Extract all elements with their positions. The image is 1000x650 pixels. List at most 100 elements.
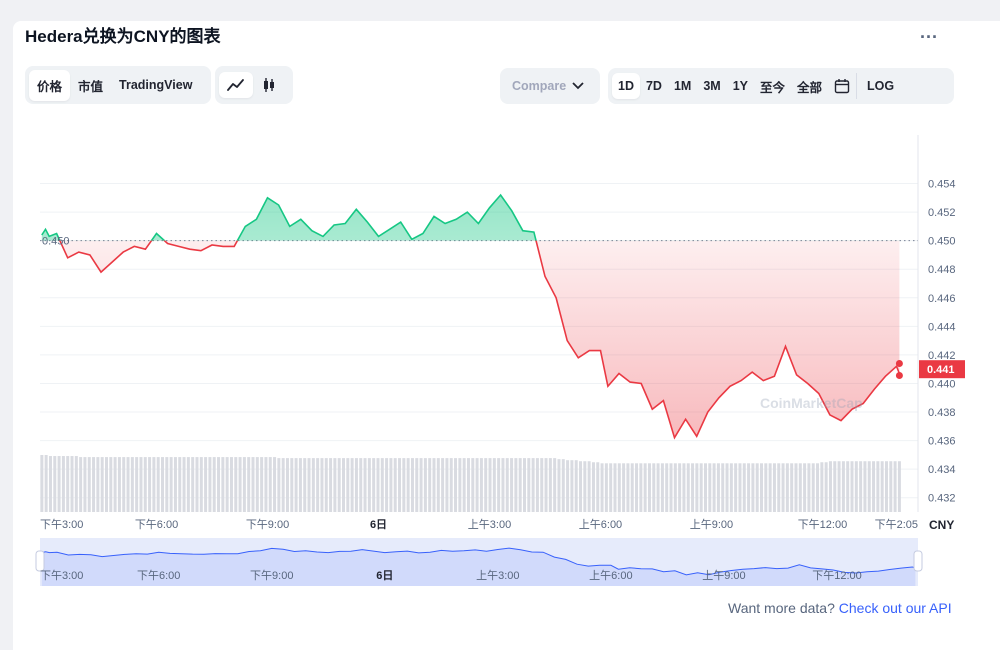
x-tick-label: 6日 xyxy=(370,518,387,531)
volume-bar xyxy=(643,463,647,512)
volume-bar xyxy=(191,457,195,512)
volume-bar xyxy=(135,457,139,512)
volume-bar xyxy=(113,457,117,512)
more-options-button[interactable]: ... xyxy=(920,22,939,42)
tab-price[interactable]: 价格 xyxy=(29,69,71,101)
volume-bar xyxy=(790,463,794,512)
volume-bar xyxy=(143,457,147,512)
volume-bar xyxy=(846,461,850,512)
volume-bar xyxy=(725,463,729,512)
volume-bar xyxy=(398,458,402,512)
navigator-tick-label: 上午6:00 xyxy=(589,569,632,582)
volume-bar xyxy=(488,458,492,512)
volume-bar xyxy=(329,458,333,512)
volume-bar xyxy=(130,457,134,512)
volume-bar xyxy=(859,461,863,512)
volume-bar xyxy=(234,457,238,512)
y-tick-label: 0.436 xyxy=(928,436,956,448)
candlestick-icon[interactable] xyxy=(253,71,285,99)
volume-bar xyxy=(53,456,57,512)
volume-bar xyxy=(669,463,673,512)
volume-bar xyxy=(518,458,522,512)
y-tick-label: 0.452 xyxy=(928,207,956,219)
volume-bar xyxy=(117,457,121,512)
volume-bar xyxy=(764,463,768,512)
calendar-icon[interactable] xyxy=(828,72,856,100)
compare-dropdown[interactable]: Compare xyxy=(500,68,600,104)
volume-bar xyxy=(742,463,746,512)
volume-bar xyxy=(828,461,832,512)
volume-bar xyxy=(204,457,208,512)
volume-bar xyxy=(475,458,479,512)
volume-bar xyxy=(734,463,738,512)
y-tick-label: 0.440 xyxy=(928,378,956,390)
line-chart-icon[interactable] xyxy=(219,72,253,98)
volume-bar xyxy=(876,461,880,512)
log-scale-toggle[interactable]: LOG xyxy=(856,73,900,99)
api-link[interactable]: Check out our API xyxy=(838,600,952,616)
volume-bar xyxy=(359,458,363,512)
volume-bar xyxy=(626,463,630,512)
volume-bar xyxy=(777,463,781,512)
volume-bar xyxy=(880,461,884,512)
range-1d[interactable]: 1D xyxy=(612,73,640,99)
volume-bar xyxy=(841,461,845,512)
tab-market-cap[interactable]: 市值 xyxy=(78,79,104,94)
volume-bar xyxy=(803,463,807,512)
volume-bar xyxy=(221,457,225,512)
footer-text: Want more data? xyxy=(728,600,835,616)
volume-bar xyxy=(273,457,277,512)
volume-bar xyxy=(531,458,535,512)
navigator-tick-label: 上午9:00 xyxy=(702,569,745,582)
volume-bar xyxy=(96,457,100,512)
volume-bar xyxy=(372,458,376,512)
x-tick-label: 上午6:00 xyxy=(579,518,622,531)
range-1y[interactable]: 1Y xyxy=(732,79,749,93)
y-axis: 0.454 0.452 0.450 0.448 0.446 0.444 0.442 0.440… xyxy=(42,179,965,505)
last-price-tag xyxy=(919,360,965,379)
volume-bar xyxy=(738,463,742,512)
volume-bar xyxy=(652,463,656,512)
volume-bar xyxy=(785,463,789,512)
range-7d[interactable]: 7D xyxy=(645,79,662,93)
range-ytd[interactable]: 至今 xyxy=(760,80,786,95)
volume-bar xyxy=(380,458,384,512)
range-3m[interactable]: 3M xyxy=(703,79,721,93)
volume-bar xyxy=(716,463,720,512)
navigator-tick-label: 上午3:00 xyxy=(476,569,519,582)
volume-bar xyxy=(755,463,759,512)
price-line-up xyxy=(41,193,537,241)
volume-bar xyxy=(656,463,660,512)
volume-bar xyxy=(591,462,595,512)
navigator-tick-label: 下午12:00 xyxy=(812,569,862,582)
volume-bar xyxy=(428,458,432,512)
volume-bar xyxy=(208,457,212,512)
tab-tradingview[interactable]: TradingView xyxy=(119,78,193,92)
volume-bar xyxy=(229,457,233,512)
volume-bar xyxy=(268,457,272,512)
volume-bar xyxy=(884,461,888,512)
volume-bar xyxy=(807,463,811,512)
volume-bar xyxy=(354,458,358,512)
volume-bar xyxy=(458,458,462,512)
volume-bar xyxy=(61,456,65,512)
range-all[interactable]: 全部 xyxy=(797,80,823,95)
range-1m[interactable]: 1M xyxy=(673,79,692,93)
volume-bar xyxy=(87,457,91,512)
volume-bar xyxy=(695,463,699,512)
volume-bar xyxy=(238,457,242,512)
volume-bar xyxy=(510,458,514,512)
volume-bar xyxy=(195,457,199,512)
volume-bar xyxy=(169,457,173,512)
volume-bar xyxy=(178,457,182,512)
volume-bar xyxy=(260,457,264,512)
volume-bar xyxy=(57,456,61,512)
volume-bar xyxy=(148,457,152,512)
volume-bar xyxy=(294,458,298,512)
y-tick-label: 0.454 xyxy=(928,179,956,191)
volume-bar xyxy=(432,458,436,512)
chart-type-switcher: 价格 市值 TradingView xyxy=(25,66,211,104)
navigator-line xyxy=(41,547,916,576)
volume-bar xyxy=(497,458,501,512)
